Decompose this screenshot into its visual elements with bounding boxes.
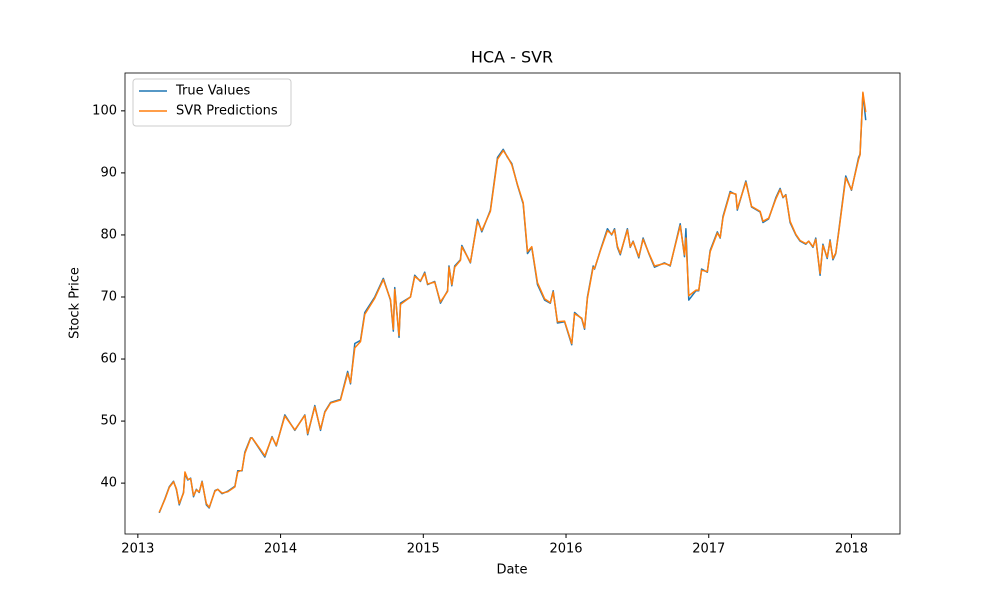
y-tick-label: 60 (100, 352, 117, 367)
y-tick-label: 50 (100, 414, 117, 429)
x-tick-label: 2018 (835, 542, 868, 557)
legend-label: True Values (175, 84, 250, 99)
y-tick-label: 80 (100, 227, 117, 242)
x-axis-label: Date (496, 563, 527, 578)
x-tick-label: 2013 (121, 542, 154, 557)
y-tick-label: 90 (100, 165, 117, 180)
x-tick-label: 2017 (692, 542, 725, 557)
y-tick-label: 70 (100, 289, 117, 304)
y-tick-label: 100 (92, 103, 117, 118)
y-axis-label: Stock Price (68, 267, 83, 339)
chart-title: HCA - SVR (471, 48, 553, 67)
plot-frame (124, 72, 901, 535)
legend-box (132, 78, 292, 127)
x-tick-label: 2015 (407, 542, 440, 557)
y-tick-label: 40 (100, 476, 117, 491)
line-series (158, 91, 867, 513)
x-tick-label: 2016 (549, 542, 582, 557)
x-tick-label: 2014 (264, 542, 297, 557)
legend-label: SVR Predictions (176, 104, 278, 119)
